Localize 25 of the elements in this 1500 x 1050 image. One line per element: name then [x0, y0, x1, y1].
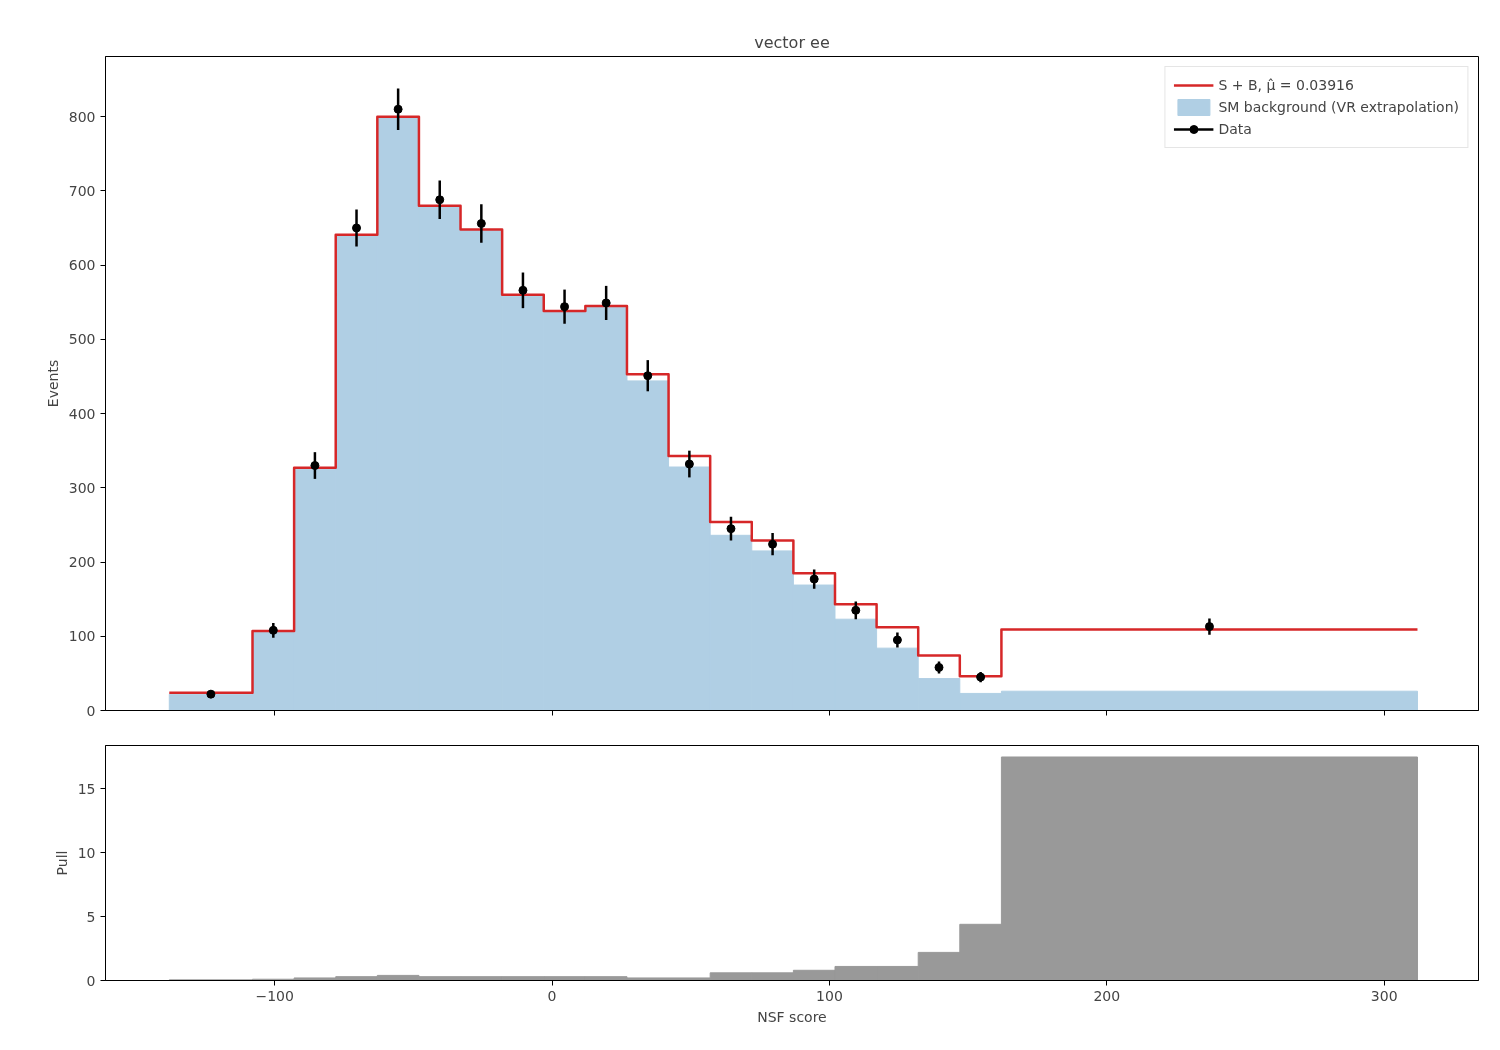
y-tick-label: 200 — [68, 554, 96, 571]
x-tick-label: 0 — [547, 987, 557, 1004]
y-tick-label: 300 — [68, 479, 96, 496]
y-tick-label: 15 — [77, 780, 96, 797]
y-axis-title: Pull — [53, 850, 70, 876]
y-tick-label: 400 — [68, 405, 96, 422]
x-tick-label: 200 — [1093, 987, 1121, 1004]
x-axis-title: NSF score — [757, 1008, 827, 1025]
y-tick-label: 5 — [86, 908, 96, 925]
x-tick-label: 100 — [816, 987, 843, 1004]
y-tick-label: 600 — [68, 257, 96, 274]
x-tick-label: −100 — [255, 987, 294, 1004]
chart-title: vector ee — [754, 32, 830, 52]
y-tick-label: 500 — [68, 331, 96, 348]
y-tick-label: 700 — [68, 182, 96, 199]
y-tick-label: 10 — [77, 844, 96, 861]
legend-label: SM background (VR extrapolation) — [1218, 99, 1459, 115]
y-tick-label: 0 — [86, 972, 96, 989]
y-tick-label: 0 — [86, 702, 96, 719]
y-tick-label: 800 — [68, 108, 96, 125]
legend-label: Data — [1218, 121, 1252, 137]
y-axis-title: Events — [44, 359, 61, 408]
y-tick-label: 100 — [68, 628, 96, 645]
legend-label: S + B, μ̂ = 0.03916 — [1218, 77, 1354, 93]
x-tick-label: 300 — [1370, 987, 1398, 1004]
